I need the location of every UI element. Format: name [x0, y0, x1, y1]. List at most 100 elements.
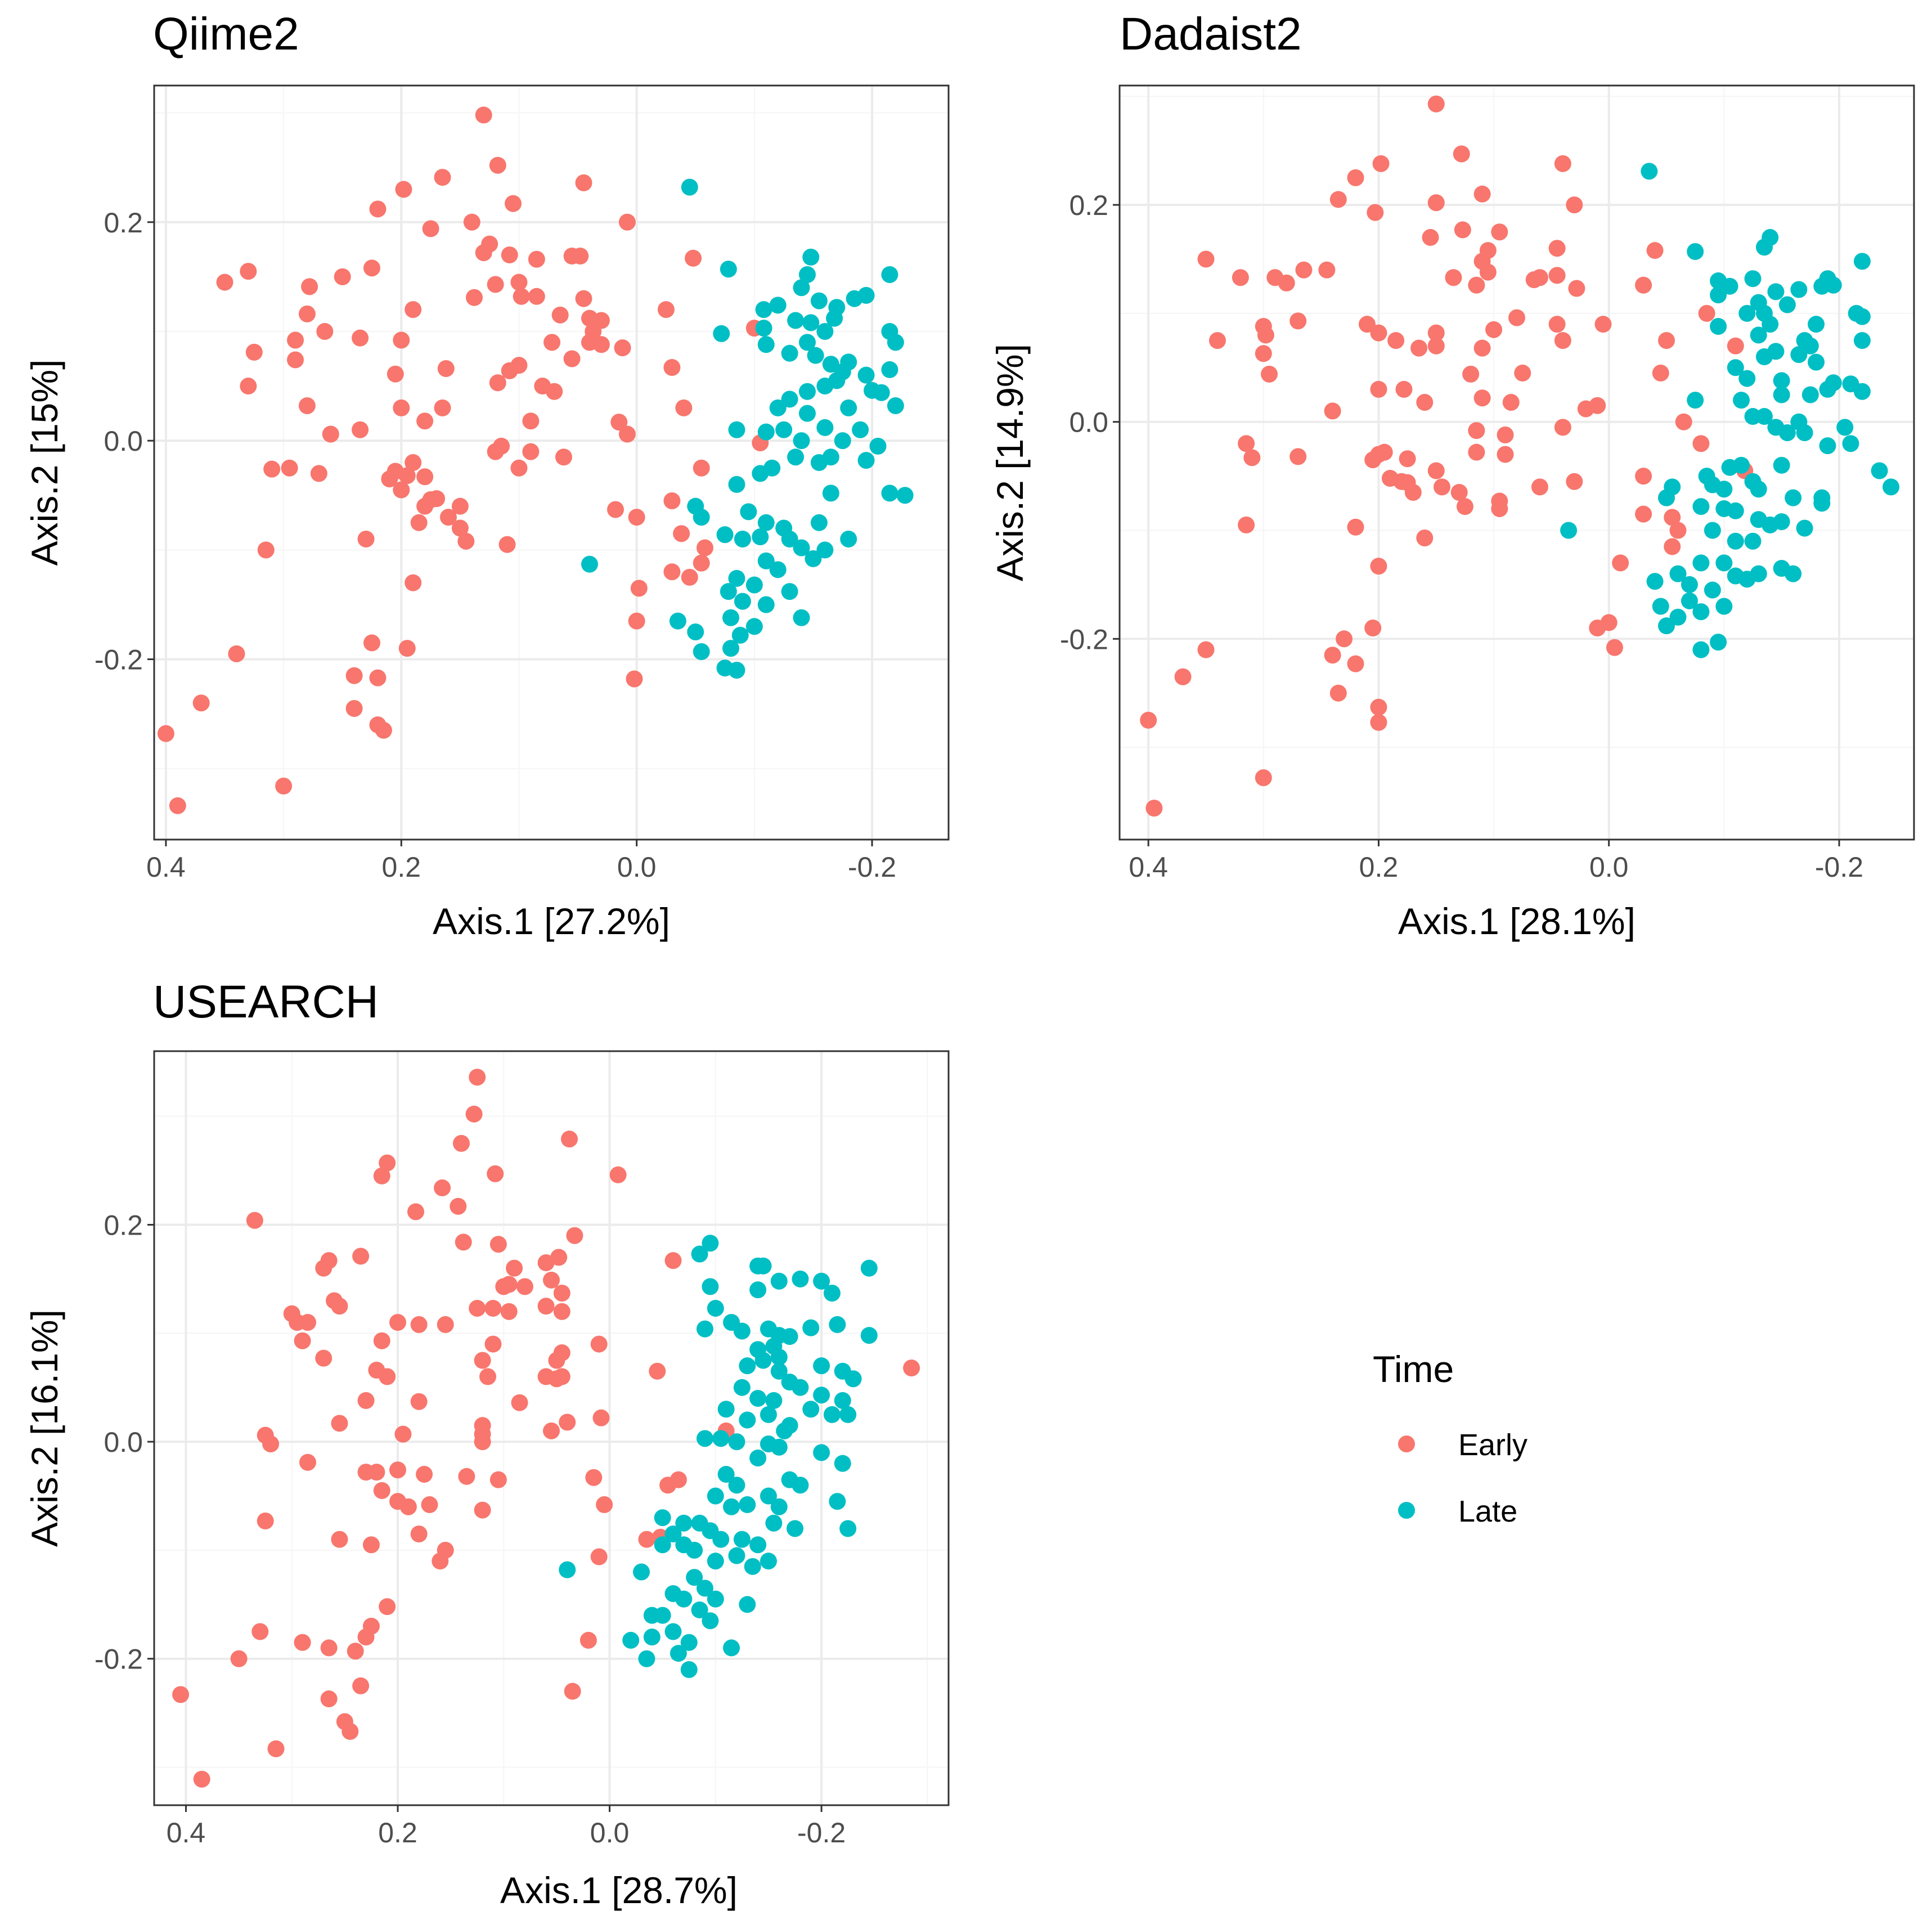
data-point-late	[559, 1561, 576, 1578]
data-point-early	[543, 334, 561, 351]
data-point-late	[1808, 316, 1825, 333]
data-point-early	[628, 612, 645, 630]
data-point-early	[245, 343, 263, 361]
data-point-early	[1658, 332, 1675, 349]
data-point-late	[691, 1245, 708, 1263]
legend-title: Time	[1373, 1348, 1454, 1390]
data-point-late	[757, 596, 775, 613]
data-point-early	[511, 1394, 528, 1411]
plot-panel	[1120, 86, 1914, 840]
data-point-early	[500, 1303, 518, 1320]
data-point-late	[1755, 239, 1773, 256]
data-point-late	[739, 1411, 756, 1429]
data-point-early	[1497, 426, 1514, 443]
data-point-early	[1548, 240, 1566, 257]
data-point-late	[1738, 304, 1756, 322]
data-point-late	[739, 1496, 756, 1513]
data-point-early	[375, 721, 392, 739]
data-point-early	[1727, 337, 1744, 355]
data-point-early	[1395, 380, 1413, 398]
data-point-late	[1773, 513, 1790, 531]
data-point-early	[626, 670, 643, 688]
data-point-early	[416, 1465, 433, 1483]
data-point-early	[553, 1344, 570, 1361]
data-point-early	[1197, 250, 1215, 268]
data-point-late	[744, 1558, 761, 1575]
data-point-early	[696, 539, 713, 557]
data-point-early	[564, 1683, 581, 1700]
data-point-early	[1548, 267, 1566, 284]
data-point-late	[798, 383, 816, 400]
data-point-early	[298, 305, 316, 322]
data-point-late	[1687, 392, 1704, 409]
data-point-late	[1848, 304, 1865, 322]
data-point-early	[1347, 518, 1364, 536]
data-point-early	[407, 1203, 425, 1221]
data-point-early	[628, 509, 645, 526]
data-point-late	[728, 1433, 745, 1451]
data-point-early	[373, 1332, 390, 1349]
data-point-late	[1715, 598, 1733, 615]
x-tick-label: 0.2	[382, 851, 421, 883]
data-point-late	[834, 1392, 851, 1409]
data-point-early	[1372, 155, 1390, 172]
data-point-late	[702, 1235, 719, 1252]
data-point-late	[765, 1514, 783, 1532]
panel-border	[153, 84, 950, 841]
data-point-early	[342, 1722, 359, 1740]
data-point-early	[1606, 639, 1623, 656]
data-point-late	[693, 509, 710, 526]
data-point-early	[1255, 345, 1272, 362]
data-point-early	[649, 1362, 666, 1380]
data-point-late	[664, 1525, 682, 1542]
data-point-late	[760, 1487, 777, 1505]
data-point-late	[733, 1531, 751, 1548]
data-point-early	[246, 1212, 263, 1229]
data-point-late	[739, 1357, 756, 1375]
data-point-early	[1370, 324, 1387, 342]
data-point-early	[659, 1477, 677, 1494]
data-point-early	[357, 530, 375, 548]
data-point-late	[1767, 283, 1785, 300]
data-point-late	[887, 334, 904, 351]
data-point-early	[1612, 554, 1629, 572]
data-point-late	[733, 1322, 751, 1340]
data-point-early	[387, 365, 404, 383]
data-point-early	[498, 536, 516, 553]
data-point-early	[465, 289, 483, 306]
data-point-early	[410, 1525, 428, 1542]
data-point-late	[1755, 348, 1773, 366]
data-point-early	[484, 1299, 502, 1317]
data-point-early	[405, 301, 422, 318]
y-axis-label: Axis.2 [16.1%]	[24, 1309, 65, 1547]
data-point-late	[1692, 603, 1710, 621]
data-point-early	[1473, 185, 1491, 203]
data-point-early	[1238, 435, 1255, 452]
data-point-late	[840, 399, 857, 416]
data-point-early	[592, 312, 610, 329]
data-point-late	[712, 1430, 730, 1447]
data-point-early	[1568, 280, 1585, 297]
data-point-early	[1473, 389, 1491, 407]
data-point-early	[681, 568, 698, 586]
data-point-late	[1560, 522, 1578, 539]
data-point-early	[1664, 538, 1681, 555]
data-point-late	[852, 421, 869, 438]
data-point-early	[451, 497, 469, 515]
data-point-early	[522, 443, 540, 460]
data-point-early	[1566, 196, 1583, 214]
data-point-late	[1652, 598, 1669, 615]
data-point-late	[769, 399, 787, 416]
data-point-early	[489, 1236, 507, 1253]
data-point-late	[1796, 519, 1813, 537]
data-point-early	[262, 1435, 280, 1452]
data-point-early	[487, 443, 504, 460]
data-point-early	[1473, 339, 1491, 357]
data-point-late	[687, 623, 704, 641]
data-point-late	[643, 1607, 661, 1624]
data-point-early	[251, 1623, 269, 1640]
data-point-late	[1773, 386, 1790, 403]
data-point-late	[813, 1272, 830, 1290]
data-point-late	[1641, 163, 1658, 180]
data-point-early	[1479, 263, 1497, 281]
